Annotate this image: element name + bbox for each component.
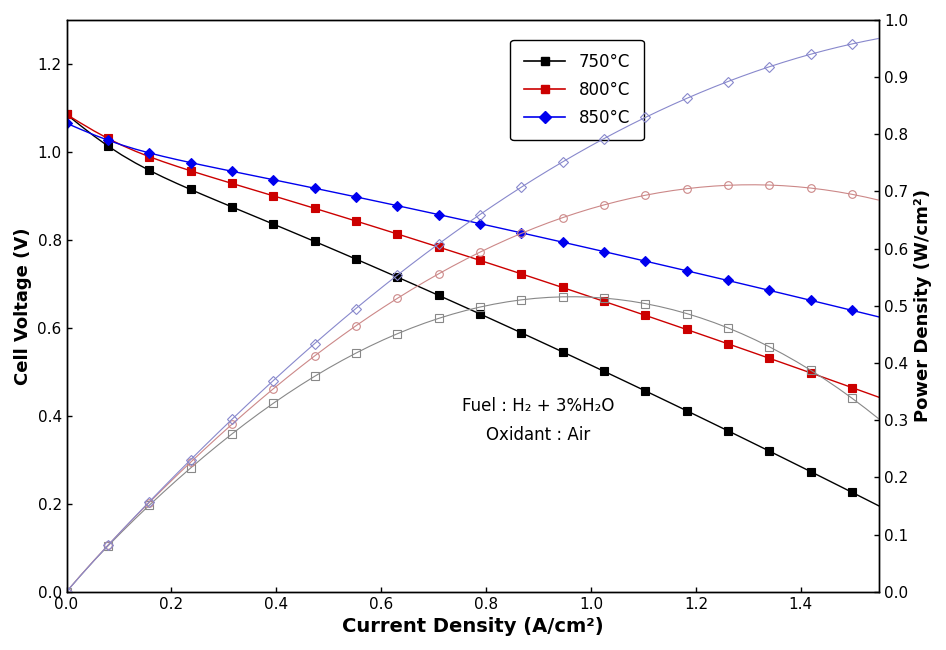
Y-axis label: Power Density (W/cm²): Power Density (W/cm²) [914, 189, 932, 422]
Legend: 750°C, 800°C, 850°C: 750°C, 800°C, 850°C [511, 40, 643, 140]
X-axis label: Current Density (A/cm²): Current Density (A/cm²) [342, 617, 604, 636]
Text: Fuel : H₂ + 3%H₂O
Oxidant : Air: Fuel : H₂ + 3%H₂O Oxidant : Air [462, 396, 614, 444]
Y-axis label: Cell Voltage (V): Cell Voltage (V) [14, 227, 32, 385]
